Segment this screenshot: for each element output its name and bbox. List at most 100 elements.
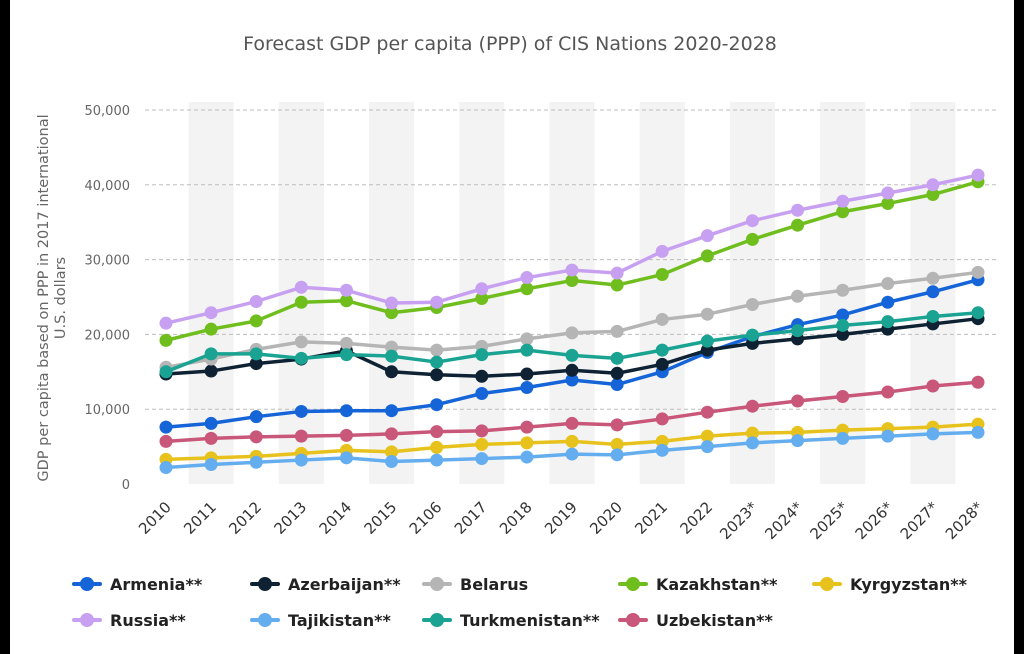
y-tick-label: 10,000 (85, 403, 131, 418)
data-point-kazakhstan (700, 249, 714, 263)
data-point-uzbekistan (745, 399, 759, 413)
series-tajikistan (159, 425, 985, 475)
data-point-armenia (610, 378, 624, 392)
data-point-russia (610, 266, 624, 280)
legend-swatch-icon (250, 613, 280, 627)
data-point-tajikistan (339, 451, 353, 465)
legend-item-tajikistan[interactable]: Tajikistan** (250, 608, 391, 632)
data-point-armenia (159, 420, 173, 434)
data-point-tajikistan (249, 455, 263, 469)
legend-item-uzbekistan[interactable]: Uzbekistan** (618, 608, 773, 632)
x-tick-label: 2025* (806, 498, 851, 543)
data-point-tajikistan (204, 458, 218, 472)
legend-swatch-icon (250, 577, 280, 591)
data-point-uzbekistan (475, 424, 489, 438)
data-point-uzbekistan (520, 420, 534, 434)
data-point-russia (971, 168, 985, 182)
x-tick-label: 2013 (270, 498, 310, 538)
data-point-turkmenistan (881, 315, 895, 329)
data-point-uzbekistan (159, 434, 173, 448)
y-tick-label: 30,000 (85, 254, 131, 269)
data-point-kazakhstan (836, 205, 850, 219)
data-point-kyrgyzstan (655, 434, 669, 448)
series-turkmenistan (159, 306, 985, 379)
data-point-tajikistan (881, 429, 895, 443)
x-tick-label: 2106 (406, 498, 446, 538)
data-point-kazakhstan (745, 232, 759, 246)
column-band-2015 (369, 102, 415, 484)
x-tick-label: 2020 (586, 498, 626, 538)
data-point-azerbaijan (836, 327, 850, 341)
data-point-kazakhstan (204, 322, 218, 336)
x-tick-label: 2027* (897, 498, 942, 543)
data-point-azerbaijan (385, 365, 399, 379)
chart-title: Forecast GDP per capita (PPP) of CIS Nat… (243, 33, 777, 55)
data-point-turkmenistan (745, 328, 759, 342)
data-point-tajikistan (475, 452, 489, 466)
legend-label: Kyrgyzstan** (850, 574, 967, 594)
data-point-kyrgyzstan (475, 437, 489, 451)
data-point-belarus (565, 326, 579, 340)
x-tick-label: 2026* (852, 498, 897, 543)
data-point-armenia (926, 285, 940, 299)
data-point-azerbaijan (700, 343, 714, 357)
data-point-uzbekistan (385, 427, 399, 441)
x-tick-label: 2014 (316, 498, 356, 538)
data-point-kazakhstan (881, 197, 895, 210)
legend-item-turkmenistan[interactable]: Turkmenistan** (422, 608, 600, 632)
data-point-azerbaijan (204, 364, 218, 378)
data-point-tajikistan (610, 448, 624, 462)
data-point-azerbaijan (475, 369, 489, 383)
x-tick-label: 2021 (631, 498, 671, 538)
data-point-turkmenistan (430, 355, 444, 369)
x-tick-label: 2019 (541, 498, 581, 538)
legend-item-azerbaijan[interactable]: Azerbaijan** (250, 572, 401, 596)
data-point-uzbekistan (610, 418, 624, 432)
data-point-turkmenistan (385, 349, 399, 363)
legend-item-russia[interactable]: Russia** (72, 608, 186, 632)
data-point-kazakhstan (249, 314, 263, 328)
data-point-kyrgyzstan (430, 440, 444, 454)
data-point-tajikistan (971, 425, 985, 439)
data-point-uzbekistan (881, 385, 895, 399)
series-uzbekistan (159, 375, 985, 448)
data-point-russia (881, 186, 895, 200)
data-point-tajikistan (745, 436, 759, 450)
data-point-kyrgyzstan (610, 437, 624, 451)
legend-swatch-icon (618, 577, 648, 591)
data-point-turkmenistan (520, 343, 534, 357)
y-tick-label: 20,000 (85, 328, 131, 343)
data-point-kyrgyzstan (565, 434, 579, 448)
data-point-kazakhstan (520, 282, 534, 296)
data-point-armenia (294, 404, 308, 418)
x-tick-label: 2011 (180, 498, 220, 538)
data-point-turkmenistan (294, 351, 308, 365)
data-point-tajikistan (385, 455, 399, 469)
data-point-armenia (881, 295, 895, 309)
data-point-turkmenistan (700, 334, 714, 348)
legend-label: Turkmenistan** (460, 610, 600, 630)
legend-label: Azerbaijan** (288, 574, 401, 594)
x-tick-label: 2015 (361, 498, 401, 538)
data-point-uzbekistan (339, 428, 353, 442)
x-tick-label: 2010 (135, 498, 175, 538)
data-point-tajikistan (791, 434, 805, 448)
y-axis-label: GDP per capita based on PPP in 2017 inte… (36, 114, 69, 481)
data-point-armenia (565, 373, 579, 387)
data-point-kyrgyzstan (700, 429, 714, 443)
data-point-russia (926, 178, 940, 192)
legend-item-kazakhstan[interactable]: Kazakhstan** (618, 572, 777, 596)
data-point-kazakhstan (159, 333, 173, 347)
legend-item-belarus[interactable]: Belarus (422, 572, 528, 596)
data-point-turkmenistan (971, 306, 985, 320)
data-point-kazakhstan (791, 218, 805, 232)
legend-item-armenia[interactable]: Armenia** (72, 572, 202, 596)
y-tick-label: 50,000 (85, 104, 131, 119)
data-point-uzbekistan (204, 431, 218, 445)
legend-item-kyrgyzstan[interactable]: Kyrgyzstan** (812, 572, 967, 596)
data-point-tajikistan (430, 453, 444, 467)
data-point-turkmenistan (249, 347, 263, 361)
data-point-kazakhstan (610, 278, 624, 292)
data-point-uzbekistan (971, 375, 985, 389)
data-point-belarus (339, 336, 353, 350)
